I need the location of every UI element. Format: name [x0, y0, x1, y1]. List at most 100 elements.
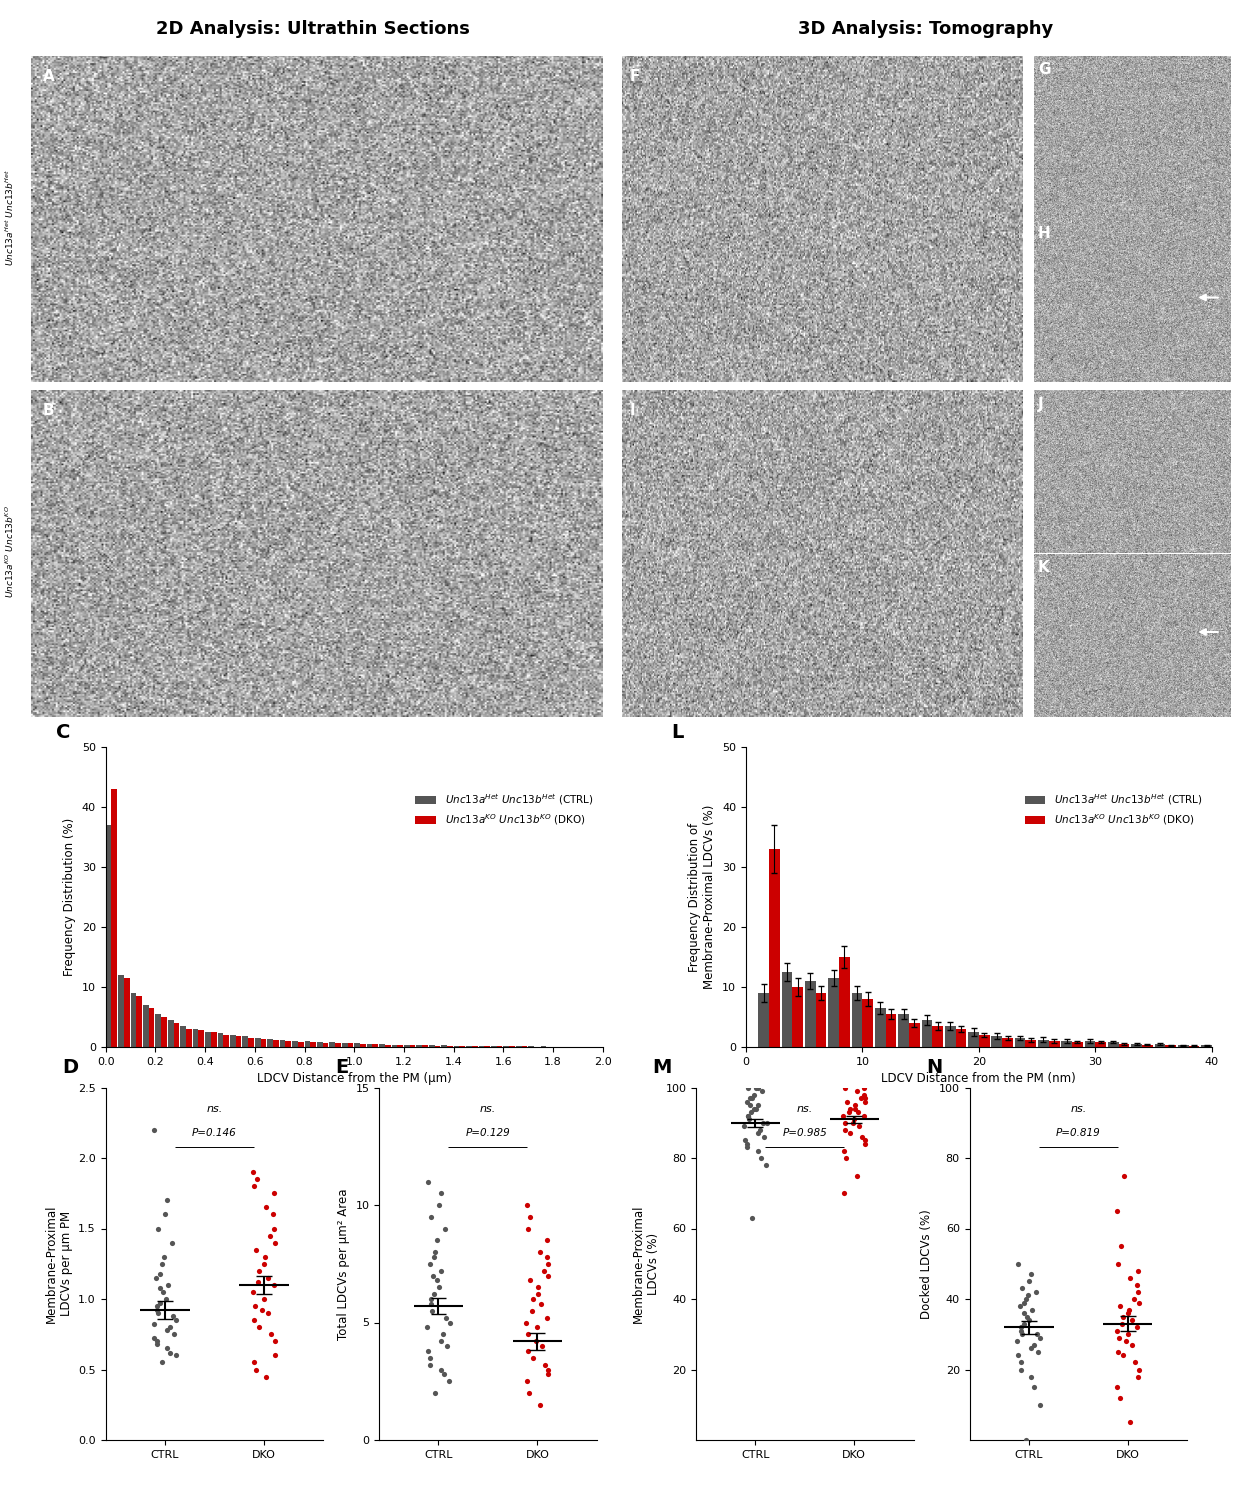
Bar: [885, 1014, 896, 1047]
Point: [157, 1188, 177, 1212]
Text: P=0.146: P=0.146: [191, 1128, 237, 1138]
Point: [165, 1344, 185, 1368]
Bar: [828, 978, 839, 1047]
Point: [158, 1336, 178, 1360]
Point: [1017, 1305, 1037, 1329]
Point: [244, 1160, 264, 1184]
Bar: [921, 1020, 932, 1047]
Bar: [932, 1026, 943, 1047]
Point: [428, 1228, 447, 1252]
Point: [436, 1306, 456, 1330]
Point: [256, 1196, 276, 1219]
Bar: [124, 978, 129, 1047]
Point: [431, 1258, 451, 1282]
Point: [835, 1110, 855, 1136]
Point: [158, 1274, 178, 1298]
Point: [147, 1332, 167, 1356]
Point: [1011, 1294, 1030, 1318]
Point: [855, 1128, 875, 1152]
Point: [848, 1100, 868, 1124]
Point: [1127, 1274, 1147, 1298]
Point: [834, 1182, 854, 1206]
Point: [1110, 1386, 1130, 1410]
Point: [264, 1182, 283, 1206]
Point: [264, 1203, 283, 1227]
Point: [265, 1344, 285, 1368]
Point: [737, 1132, 757, 1156]
Point: [1121, 1308, 1141, 1332]
Bar: [155, 1014, 162, 1047]
Point: [1012, 1316, 1032, 1340]
Point: [242, 1280, 262, 1304]
Point: [518, 1338, 538, 1362]
Point: [424, 1282, 444, 1306]
Point: [265, 1230, 285, 1254]
Point: [532, 1334, 552, 1358]
Text: ns.: ns.: [206, 1104, 222, 1113]
Bar: [805, 981, 815, 1047]
Bar: [1025, 1040, 1037, 1047]
Bar: [1165, 1046, 1176, 1047]
Bar: [1085, 1041, 1095, 1047]
Point: [1119, 1298, 1139, 1322]
Point: [265, 1216, 285, 1240]
Bar: [398, 1044, 403, 1047]
Point: [851, 1086, 871, 1110]
Point: [245, 1308, 265, 1332]
Text: K: K: [1038, 560, 1050, 574]
Bar: [1142, 1044, 1152, 1047]
Bar: [992, 1036, 1002, 1047]
Bar: [112, 789, 117, 1047]
Bar: [211, 1032, 216, 1047]
Bar: [305, 1041, 311, 1047]
Point: [431, 1358, 451, 1382]
Point: [1109, 1340, 1129, 1364]
Point: [855, 1086, 875, 1110]
Point: [430, 1182, 450, 1206]
Point: [1019, 1308, 1039, 1332]
Point: [520, 1204, 539, 1228]
Point: [752, 1078, 772, 1102]
Point: [757, 1110, 777, 1136]
Point: [531, 1292, 551, 1316]
Point: [250, 1316, 270, 1340]
Point: [1012, 1276, 1032, 1300]
Point: [1022, 1336, 1042, 1360]
Point: [520, 1268, 539, 1292]
Point: [245, 1294, 265, 1318]
Point: [523, 1346, 543, 1370]
Bar: [1178, 1046, 1188, 1047]
Point: [148, 1300, 168, 1324]
Text: L: L: [671, 723, 684, 742]
Point: [516, 1311, 536, 1335]
Bar: [286, 1041, 291, 1047]
Text: P=0.985: P=0.985: [782, 1128, 828, 1138]
Bar: [1131, 1044, 1142, 1047]
Point: [737, 1136, 757, 1160]
Point: [255, 1251, 275, 1275]
Point: [246, 1167, 266, 1191]
Point: [1106, 1318, 1126, 1342]
Point: [250, 1258, 270, 1282]
Point: [1114, 1164, 1134, 1188]
Point: [418, 1170, 438, 1194]
Point: [148, 1299, 168, 1323]
Point: [439, 1370, 459, 1394]
Text: P=0.819: P=0.819: [1055, 1128, 1101, 1138]
Point: [261, 1323, 281, 1347]
Point: [1028, 1340, 1048, 1364]
Bar: [311, 1042, 316, 1047]
Point: [424, 1245, 444, 1269]
Bar: [1071, 1042, 1083, 1047]
Bar: [317, 1041, 323, 1047]
Text: C: C: [56, 723, 71, 742]
Point: [152, 1350, 172, 1374]
Point: [538, 1263, 558, 1287]
Point: [1129, 1290, 1149, 1314]
Point: [534, 1258, 554, 1282]
Bar: [839, 957, 850, 1047]
Point: [150, 1262, 170, 1286]
Text: G: G: [1038, 62, 1050, 76]
Point: [528, 1275, 548, 1299]
Point: [833, 1104, 853, 1128]
